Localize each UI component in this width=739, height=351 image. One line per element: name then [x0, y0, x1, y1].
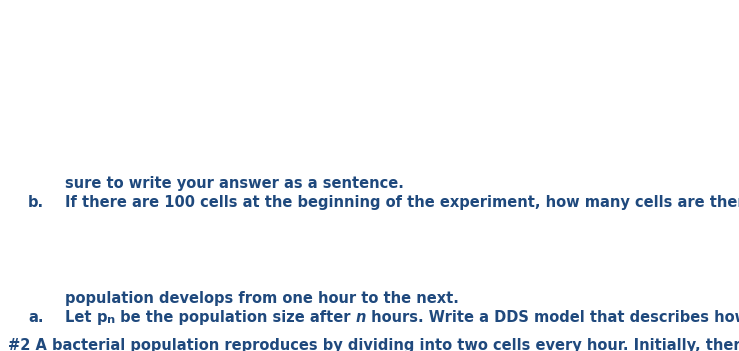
Text: sure to write your answer as a sentence.: sure to write your answer as a sentence. [65, 176, 404, 191]
Text: be the population size after: be the population size after [115, 310, 356, 325]
Text: n: n [356, 310, 367, 325]
Text: #2 A bacterial population reproduces by dividing into two cells every hour. Init: #2 A bacterial population reproduces by … [8, 338, 739, 351]
Text: b.: b. [28, 195, 44, 210]
Text: Let: Let [65, 310, 97, 325]
Text: p: p [97, 310, 107, 325]
Text: population develops from one hour to the next.: population develops from one hour to the… [65, 291, 459, 306]
Text: If there are 100 cells at the beginning of the experiment, how many cells are th: If there are 100 cells at the beginning … [65, 195, 739, 210]
Text: n: n [107, 315, 115, 325]
Text: hours. Write a DDS model that describes how the bacterial: hours. Write a DDS model that describes … [367, 310, 739, 325]
Text: a.: a. [28, 310, 44, 325]
